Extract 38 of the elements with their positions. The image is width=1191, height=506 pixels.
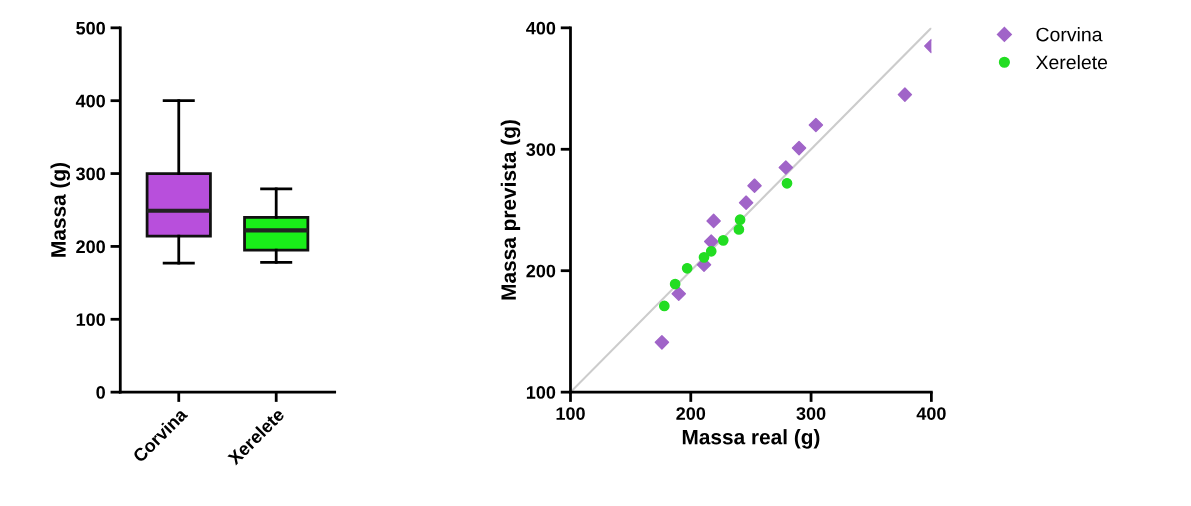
point (808, 117, 824, 133)
point (706, 213, 721, 229)
x-tick-label: 200 (676, 407, 706, 420)
point (658, 300, 670, 312)
point (698, 251, 710, 263)
point (733, 224, 745, 235)
point (703, 234, 719, 249)
y-tick-label: 0 (96, 386, 105, 399)
x-tick-label: 100 (556, 407, 585, 420)
point (734, 214, 746, 226)
point (654, 335, 670, 350)
y-axis-title: Massa prevista (g) (500, 120, 521, 300)
y-tick-label: 300 (526, 143, 556, 157)
y-tick-label: 100 (526, 386, 556, 399)
y-tick-label: 400 (526, 21, 556, 35)
x-axis-title: Massa real (g) (682, 429, 820, 449)
point (747, 178, 762, 193)
y-tick-label: 200 (76, 240, 105, 254)
point (781, 177, 793, 189)
point (671, 286, 687, 302)
point (778, 160, 794, 175)
point (669, 278, 681, 290)
y-tick-label: 100 (76, 313, 105, 327)
point (705, 245, 717, 257)
y-tick-label: 400 (75, 94, 105, 108)
point (717, 234, 729, 246)
legend-label: Xerelete (1035, 54, 1108, 70)
point (738, 195, 754, 210)
y-tick-label: 200 (526, 264, 556, 278)
point (897, 87, 913, 102)
y-tick-label: 500 (76, 21, 105, 35)
point (681, 262, 693, 274)
y-axis-title: Massa (g) (50, 162, 71, 257)
x-tick-label: 300 (796, 407, 826, 421)
legend-label: Corvina (1036, 27, 1103, 42)
y-tick-label: 300 (76, 167, 105, 181)
x-tick-label: 400 (916, 407, 946, 420)
point (791, 140, 807, 156)
